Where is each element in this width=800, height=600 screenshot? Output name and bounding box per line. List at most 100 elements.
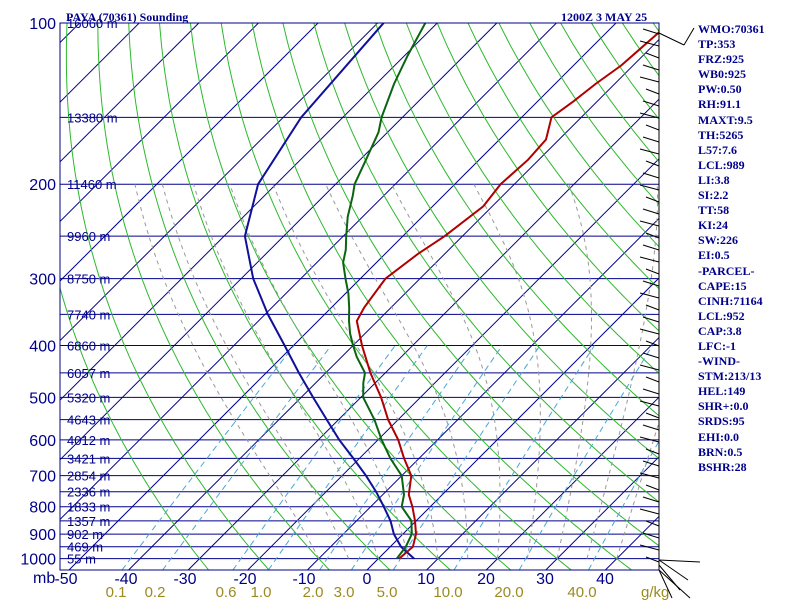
- isotherm: [128, 38, 659, 570]
- temperature-tick-label: 0: [363, 571, 372, 588]
- height-label: 2336 m: [67, 485, 110, 500]
- index-line: PW:0.50: [698, 82, 742, 97]
- index-line: RH:91.1: [698, 97, 741, 112]
- isotherm: [0, 23, 20, 570]
- sounding-traces: [243, 23, 659, 560]
- wind-barb: [642, 64, 660, 71]
- wind-barb: [642, 280, 660, 287]
- index-line: HEL:149: [698, 384, 746, 399]
- mixing-ratio-line: [392, 345, 541, 570]
- height-label: 9960 m: [67, 229, 110, 244]
- moist-adiabat: [229, 184, 409, 559]
- isotherm: [366, 277, 659, 570]
- wind-barb: [639, 40, 660, 47]
- wind-barb: [639, 220, 660, 227]
- dry-adiabat: [159, 23, 451, 570]
- moist-adiabat: [161, 184, 350, 559]
- mixing-ratio-label: 0.2: [145, 584, 166, 600]
- indices-panel: WMO:70361 TP:353 FRZ:925 WB0:925 PW:0.50 RH:9…: [698, 22, 798, 475]
- height-label: 16060 m: [67, 16, 118, 31]
- wind-barb: [658, 559, 689, 581]
- index-line: EHI:0.0: [698, 429, 740, 444]
- index-line: BRN:0.5: [698, 444, 743, 459]
- wind-barb: [645, 232, 660, 239]
- moist-adiabat: [193, 184, 379, 559]
- pressure-tick-label: 400: [29, 338, 56, 355]
- height-label: 4012 m: [67, 433, 110, 448]
- index-line: EI:0.5: [698, 248, 730, 263]
- dry-adiabat: [344, 23, 659, 460]
- mixing-ratio-line: [121, 345, 295, 570]
- wind-barb: [645, 304, 660, 311]
- mixing-ratio-line: [350, 345, 503, 570]
- wind-barb: [658, 569, 673, 599]
- height-label: 55 m: [67, 552, 96, 567]
- moist-adiabat: [556, 184, 592, 559]
- isotherm: [60, 23, 200, 163]
- height-label: 1833 m: [67, 500, 110, 515]
- isotherm: [60, 23, 557, 521]
- temperature-tick-label: 20: [477, 571, 495, 588]
- wind-barb: [645, 52, 660, 59]
- wind-barb: [642, 388, 660, 395]
- isotherm: [68, 23, 617, 570]
- dewpoint-trace: [342, 23, 427, 560]
- index-line: BSHR:28: [698, 459, 747, 474]
- wind-barb: [683, 27, 695, 46]
- height-label: 4643 m: [67, 413, 110, 428]
- wind-barb: [645, 556, 660, 563]
- isotherm: [60, 23, 319, 282]
- wind-barb: [642, 532, 660, 539]
- moist-adiabat: [473, 183, 541, 559]
- height-label: 5320 m: [67, 390, 110, 405]
- pressure-tick-label: 100: [29, 16, 56, 33]
- observation-time: 1200Z 3 MAY 25: [561, 10, 647, 24]
- index-line: WMO:70361: [698, 22, 765, 36]
- temperature-tick-label: -20: [233, 571, 256, 588]
- index-line: CINH:71164: [698, 293, 763, 308]
- temperature-tick-label: 40: [596, 571, 614, 588]
- isotherm: [485, 396, 659, 570]
- temperature-tick-label: 10: [417, 571, 435, 588]
- index-line: TT:58: [698, 203, 730, 218]
- dry-adiabat: [313, 23, 659, 503]
- index-line: L57:7.6: [698, 142, 737, 157]
- height-label: 6057 m: [67, 366, 110, 381]
- dry-adiabat: [282, 23, 659, 547]
- dry-adiabat: [436, 23, 659, 332]
- dry-adiabat: [498, 23, 659, 248]
- wind-barb: [639, 184, 660, 191]
- index-line: -PARCEL-: [698, 263, 755, 278]
- wind-barb: [642, 424, 660, 431]
- dry-adiabat: [251, 23, 632, 570]
- pressure-tick-label: 800: [29, 500, 56, 517]
- wind-barb: [658, 569, 691, 599]
- mixing-ratio-line: [453, 345, 595, 570]
- height-label: 11460 m: [67, 177, 117, 192]
- wind-barb: [639, 256, 660, 263]
- pressure-tick-label: 900: [29, 527, 56, 544]
- index-line: LFC:-1: [698, 338, 736, 353]
- height-label: 469 m: [67, 540, 103, 555]
- wind-barb: [642, 100, 660, 107]
- mixing-ratio-line: [319, 345, 475, 570]
- mixing-ratio-label: 40.0: [567, 584, 596, 600]
- mixing-ratio-line: [162, 345, 332, 570]
- wind-barb: [645, 520, 660, 527]
- index-line: SRDS:95: [698, 414, 745, 429]
- index-line: KI:24: [698, 218, 728, 233]
- moist-adiabat: [616, 420, 659, 559]
- moist-adiabat: [391, 183, 501, 559]
- wind-barb: [645, 340, 660, 347]
- mixing-ratio-label: 5.0: [377, 584, 398, 600]
- wind-barb: [639, 400, 660, 407]
- moist-adiabat: [586, 184, 658, 559]
- height-label: 1357 m: [67, 514, 110, 529]
- dry-adiabat: [128, 23, 391, 570]
- pressure-tick-label: 700: [29, 469, 56, 486]
- mixing-ratio-label: 0.6: [216, 584, 237, 600]
- wind-barb: [642, 352, 660, 359]
- height-label: 2854 m: [67, 469, 110, 484]
- height-label: 7740 m: [67, 307, 110, 322]
